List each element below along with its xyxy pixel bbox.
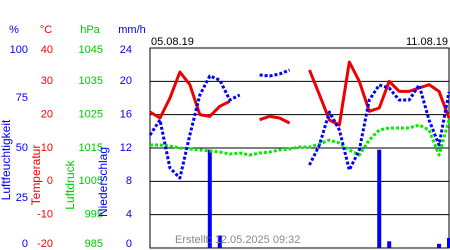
y-tick-label: 100	[10, 44, 28, 56]
y-tick-label: 1015	[79, 142, 103, 154]
series-line	[148, 74, 241, 180]
y-tick-label: 985	[85, 238, 103, 250]
axis-unit: hPa	[80, 24, 100, 36]
y-tick-label: 0	[126, 238, 132, 250]
y-tick-label: 40	[41, 44, 53, 56]
axis-title: Temperatur	[29, 145, 43, 206]
y-tick-label: 30	[41, 75, 53, 87]
y-tick-label: 50	[16, 142, 28, 154]
y-tick-label: 75	[16, 92, 28, 104]
axis-unit: °C	[40, 24, 52, 36]
y-tick-label: 1005	[79, 175, 103, 187]
y-tick-label: 0	[47, 175, 53, 187]
series-line	[308, 60, 450, 127]
y-tick-label: -10	[37, 209, 53, 221]
y-tick-label: 20	[120, 75, 132, 87]
precip-bar	[377, 149, 382, 248]
axis-title: Luftdruck	[63, 159, 77, 209]
axis-title: Niederschlag	[96, 147, 110, 217]
y-tick-label: 8	[126, 175, 132, 187]
y-tick-label: 16	[120, 109, 132, 121]
y-tick-label: 4	[126, 209, 132, 221]
y-tick-label: 0	[22, 238, 28, 250]
y-tick-label: 20	[41, 109, 53, 121]
axis-unit: mm/h	[118, 24, 146, 36]
y-tick-label: 25	[16, 192, 28, 204]
precip-bar	[437, 243, 442, 248]
precip-bar	[217, 235, 222, 248]
axis-unit: %	[9, 24, 19, 36]
footer: Erstellt: 12.05.2025 09:32	[175, 234, 300, 246]
y-tick-label: 10	[41, 142, 53, 154]
series-line	[259, 114, 291, 125]
precip-bar	[207, 149, 212, 248]
series-line	[259, 68, 291, 78]
series-line	[150, 119, 450, 157]
y-tick-label: 1045	[79, 44, 103, 56]
y-tick-label: 24	[120, 44, 132, 56]
precip-bar	[387, 241, 392, 248]
y-tick-label: 12	[120, 142, 132, 154]
y-tick-label: 1035	[79, 75, 103, 87]
axis-title: Luftfeuchtigkeit	[0, 119, 13, 200]
date-end: 11.08.19	[406, 36, 448, 48]
series-line	[149, 70, 231, 120]
date-start: 05.08.19	[151, 36, 194, 48]
precip-bar	[447, 238, 450, 248]
y-tick-label: -20	[37, 238, 53, 250]
y-tick-label: 1025	[79, 109, 103, 121]
y-tick-label: 995	[85, 209, 103, 221]
